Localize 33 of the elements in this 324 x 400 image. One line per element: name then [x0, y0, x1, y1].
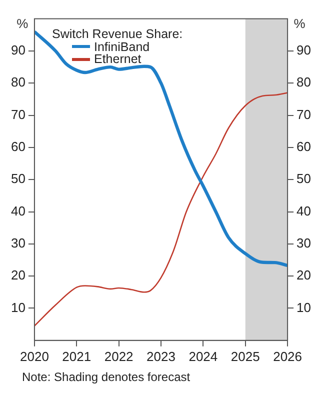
y2-tick-label: 60: [296, 139, 312, 154]
y2-tick-label: 80: [296, 74, 312, 90]
legend-label: Ethernet: [94, 52, 142, 66]
x-tick-label: 2024: [188, 348, 218, 364]
y2-tick-label: 70: [296, 106, 312, 122]
x-tick-label: 2021: [62, 348, 92, 364]
x-tick-label: 2022: [104, 348, 134, 364]
y2-tick-label: 90: [296, 42, 312, 58]
x-tick-label: 2023: [146, 348, 176, 364]
y-tick-label: 90: [10, 42, 26, 58]
y-tick-label: 10: [10, 300, 26, 315]
y-tick-label: 40: [10, 203, 26, 218]
line-series: [34, 92, 288, 327]
y2-tick-label: 20: [296, 268, 312, 283]
text: Note: Shading denotes forecast: [22, 370, 192, 384]
y2-tick-label: 50: [296, 171, 312, 186]
y-tick-label: 80: [10, 74, 26, 90]
legend-title: Switch Revenue Share:: [52, 27, 183, 41]
y2-tick-label: 10: [296, 300, 312, 315]
x-tick-label: 2025: [230, 348, 260, 364]
y-axis-title: %: [16, 16, 29, 31]
y-tick-label: 20: [10, 268, 26, 283]
y2-tick-label: 40: [296, 203, 312, 218]
line-series: [34, 30, 288, 268]
x-tick-label: 2020: [20, 348, 49, 364]
y-tick-label: 50: [10, 171, 26, 186]
y-tick-label: 60: [10, 139, 26, 154]
x-tick-label: 2026: [273, 348, 302, 364]
y2-tick-label: 30: [296, 236, 312, 250]
y-tick-label: 30: [10, 236, 26, 250]
y-tick-label: 70: [10, 106, 26, 122]
legend-label: InfiniBand: [94, 40, 150, 54]
y2-axis-title: %: [294, 16, 306, 31]
